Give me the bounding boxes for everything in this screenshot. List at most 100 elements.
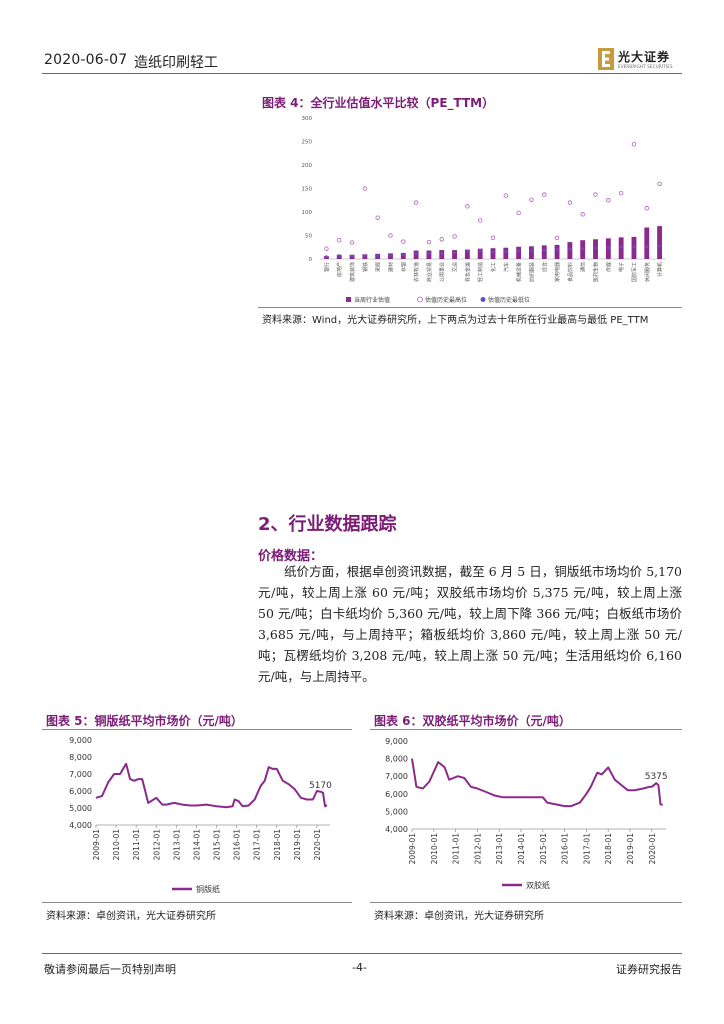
chart-y-tick: 9,000 xyxy=(69,736,92,745)
chart4-low-point xyxy=(337,254,341,258)
company-logo: 光大证券 EVERBRIGHT SECURITIES xyxy=(598,48,688,74)
chart4-low-point xyxy=(542,248,546,252)
chart4-high-point xyxy=(362,186,368,191)
chart4-high-point xyxy=(439,237,444,242)
chart4-x-tick: 银行 xyxy=(323,262,330,272)
chart4-high-point xyxy=(516,210,521,216)
chart4-low-point xyxy=(427,252,431,256)
chart4-x-tick: 家用电器 xyxy=(554,262,561,282)
chart4-high-point xyxy=(477,218,483,223)
legend-swatch-low xyxy=(480,297,486,302)
logo-text-cn: 光大证券 xyxy=(618,50,671,64)
chart-x-tick: 2020-01 xyxy=(648,833,657,865)
chart4-y-tick: 0 xyxy=(309,257,313,263)
chart4-bar xyxy=(516,246,522,259)
chart4-bar xyxy=(657,226,663,259)
chart4-bar xyxy=(477,248,483,259)
chart5-end-label: 5170 xyxy=(309,781,332,791)
report-date: 2020-06-07 xyxy=(44,52,128,68)
chart4-x-tick: 汽车 xyxy=(503,262,510,272)
chart4-low-point xyxy=(465,250,469,253)
chart4-x-tick: 采掘 xyxy=(375,262,382,272)
chart4-low-point xyxy=(401,253,405,257)
chart-y-tick: 6,000 xyxy=(385,790,408,799)
chart-x-tick: 2009-01 xyxy=(408,833,417,865)
chart-x-tick: 2011-01 xyxy=(132,829,141,861)
chart4-high-point xyxy=(401,239,406,244)
chart-x-tick: 2013-01 xyxy=(495,833,504,865)
chart4-low-point xyxy=(658,244,661,248)
chart-x-tick: 2015-01 xyxy=(539,833,548,865)
chart4-high-point xyxy=(503,193,509,198)
chart-x-tick: 2018-01 xyxy=(604,833,613,865)
chart4-high-point xyxy=(580,212,585,217)
chart4-high-point xyxy=(465,204,470,209)
chart-y-tick: 7,000 xyxy=(385,772,408,781)
footer-report-type: 证券研究报告 xyxy=(616,963,682,976)
chart4-low-point xyxy=(555,248,559,252)
chart-x-tick: 2012-01 xyxy=(473,833,482,865)
price-paragraph: 纸价方面，根据卓创资讯数据，截至 6 月 5 日，铜版纸市场均价 5,170 元… xyxy=(258,564,682,684)
chart4-x-tick: 化工 xyxy=(490,262,497,272)
chart4-y-tick: 200 xyxy=(302,163,313,169)
chart4-high-point xyxy=(452,234,457,239)
chart4-low-point xyxy=(530,249,533,252)
chart4-low-point xyxy=(504,250,508,253)
chart4-bar xyxy=(529,246,534,259)
report-sector: 造纸印刷轻工 xyxy=(134,55,218,71)
chart-series-line xyxy=(95,762,328,809)
chart4-low-point xyxy=(440,251,444,255)
chart4-bar xyxy=(464,249,470,259)
chart4-low-point xyxy=(414,252,418,256)
chart4-low-point xyxy=(491,250,495,254)
chart4-low-point xyxy=(517,249,521,253)
logo-text-en: EVERBRIGHT SECURITIES xyxy=(618,64,673,69)
chart4-x-tick: 综合 xyxy=(541,262,548,272)
chart-x-tick: 2010-01 xyxy=(112,829,121,861)
chart4-bar xyxy=(452,250,457,259)
chart4-x-tick: 国防军工 xyxy=(631,262,638,282)
figure4-chart: 0 50 100 150 200 250 300 银行 房地产 建筑装饰 钢铁 采掘 建材 非银 农林牧渔… xyxy=(302,116,666,304)
figure5-source: 资料来源：卓创资讯，光大证券研究所 xyxy=(46,911,216,922)
chart-x-tick: 2017-01 xyxy=(582,833,591,865)
chart4-bar xyxy=(490,248,496,259)
figure6-bottom-rule xyxy=(370,902,682,903)
figure5-title: 图表 5：铜版纸平均市场价（元/吨） xyxy=(46,714,243,728)
chart4-low-point xyxy=(453,251,456,255)
chart6-end-label: 5375 xyxy=(645,772,668,782)
chart4-x-tick: 医药生物 xyxy=(593,262,600,282)
chart-x-tick: 2020-01 xyxy=(313,829,322,861)
chart-x-tick: 2017-01 xyxy=(253,829,262,861)
chart4-x-tick: 轻工制造 xyxy=(477,262,484,282)
chart4-high-point xyxy=(631,142,637,147)
chart-x-tick: 2016-01 xyxy=(561,833,570,865)
chart4-low-point xyxy=(619,245,623,249)
chart-y-tick: 4,000 xyxy=(385,825,408,834)
figure5-chart: 4,000 5,000 6,000 7,000 8,000 9,000 2009-01 201… xyxy=(69,736,332,894)
chart-y-tick: 4,000 xyxy=(69,821,92,830)
legend-label-high: 估值历史最高位 xyxy=(425,296,467,304)
figure5-top-rule xyxy=(42,729,352,730)
chart-y-tick: 9,000 xyxy=(385,737,408,746)
chart4-low-point xyxy=(350,254,354,258)
chart4-high-point xyxy=(542,192,547,197)
section-subtitle: 价格数据： xyxy=(258,549,324,564)
figure6-title: 图表 6：双胶纸平均市场价（元/吨） xyxy=(374,714,571,728)
figure6-top-rule xyxy=(370,729,682,730)
figure6-chart: 4,000 5,000 6,000 7,000 8,000 9,000 2009-01 201… xyxy=(385,737,668,890)
chart4-x-tick: 建筑装饰 xyxy=(349,262,356,282)
chart4-low-point xyxy=(632,245,636,249)
chart-x-tick: 2014-01 xyxy=(192,829,201,861)
chart4-x-tick: 计算机 xyxy=(657,262,664,277)
chart4-x-tick: 非银 xyxy=(400,262,407,272)
chart4-low-point xyxy=(389,253,392,257)
chart4-bar xyxy=(541,245,547,259)
chart4-low-point xyxy=(325,255,328,259)
chart-y-tick: 8,000 xyxy=(385,755,408,764)
chart4-bar xyxy=(644,227,650,259)
chart-y-tick: 6,000 xyxy=(69,787,92,796)
chart-y-tick: 8,000 xyxy=(69,753,92,762)
chart4-low-point xyxy=(594,246,597,250)
chart4-x-tick: 钢铁 xyxy=(362,262,369,272)
chart4-x-tick: 休闲服务 xyxy=(644,262,651,282)
